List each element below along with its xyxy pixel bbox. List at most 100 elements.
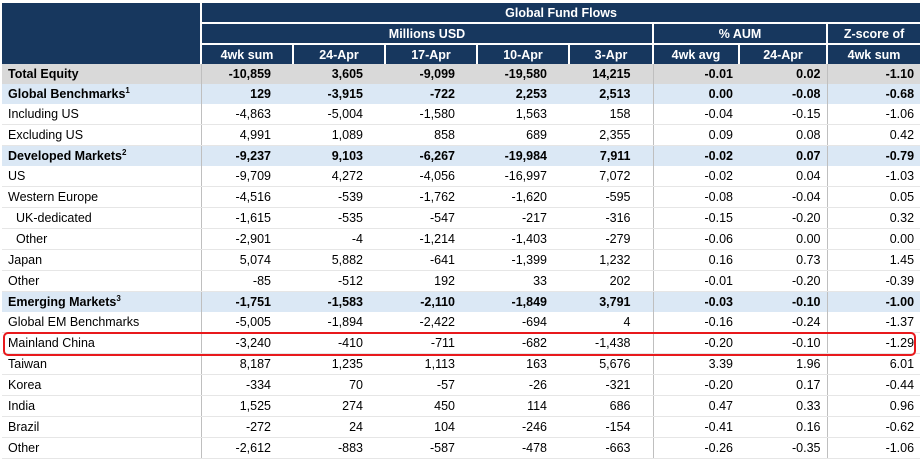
table-cell: -0.02 <box>653 145 739 166</box>
table-cell: -2,110 <box>385 291 477 312</box>
row-label-text: Japan <box>8 253 43 267</box>
col-header: 10-Apr <box>477 44 570 64</box>
table-cell: -1.06 <box>827 437 921 459</box>
col-header: 3-Apr <box>569 44 654 64</box>
table-cell: 4 <box>569 312 654 333</box>
col-header: 17-Apr <box>385 44 478 64</box>
table-cell: -641 <box>385 249 477 271</box>
row-label: Emerging Markets3 <box>2 291 202 312</box>
table-cell: -1.00 <box>827 291 921 312</box>
row-label-text: Western Europe <box>8 190 99 204</box>
table-cell: 3.39 <box>653 353 739 375</box>
table-cell: 274 <box>293 395 385 417</box>
table-cell: -0.10 <box>739 332 828 354</box>
row-label-text: Total Equity <box>8 67 79 81</box>
table-cell: -4 <box>293 228 385 250</box>
table-cell: 3,791 <box>569 291 654 312</box>
row-label-text: Global Benchmarks <box>8 87 126 101</box>
table-cell: -57 <box>385 374 477 396</box>
group-aum: % AUM <box>653 23 828 45</box>
table-cell: 0.08 <box>739 124 828 146</box>
table-cell: -1,399 <box>477 249 569 271</box>
table-cell: -694 <box>477 312 569 333</box>
table-cell: -0.20 <box>653 332 739 354</box>
group-millions-usd: Millions USD <box>201 23 654 45</box>
table-cell: 7,072 <box>569 166 654 187</box>
col-header: 4wk sum <box>827 44 921 64</box>
table-cell: -4,056 <box>385 166 477 187</box>
table-cell: 0.00 <box>827 228 921 250</box>
row-label: Developed Markets2 <box>2 145 202 166</box>
table-cell: 0.16 <box>739 416 828 438</box>
table-cell: -883 <box>293 437 385 459</box>
table-cell: 0.96 <box>827 395 921 417</box>
table-cell: -1,214 <box>385 228 477 250</box>
row-label: Western Europe <box>2 186 202 208</box>
table-cell: 33 <box>477 270 569 292</box>
table-cell: -272 <box>201 416 293 438</box>
table-cell: -587 <box>385 437 477 459</box>
table-cell: -0.39 <box>827 270 921 292</box>
table-cell: 104 <box>385 416 477 438</box>
table-cell: -1,580 <box>385 104 477 125</box>
table-cell: 689 <box>477 124 569 146</box>
table-cell: -4,516 <box>201 186 293 208</box>
table-cell: -0.10 <box>739 291 828 312</box>
table-cell: 0.05 <box>827 186 921 208</box>
table-cell: 0.73 <box>739 249 828 271</box>
table-cell: 158 <box>569 104 654 125</box>
table-cell: -1,894 <box>293 312 385 333</box>
table-cell: -0.04 <box>739 186 828 208</box>
table-cell: 1,563 <box>477 104 569 125</box>
table-cell: -10,859 <box>201 64 293 84</box>
row-label: US <box>2 166 202 187</box>
row-label: Japan <box>2 249 202 271</box>
table-cell: -26 <box>477 374 569 396</box>
row-label-text: Mainland China <box>8 336 95 350</box>
row-label: Other <box>2 228 202 250</box>
row-label: UK-dedicated <box>2 207 202 229</box>
table-cell: -6,267 <box>385 145 477 166</box>
table-cell: -3,915 <box>293 84 385 104</box>
table-cell: 0.07 <box>739 145 828 166</box>
table-cell: -0.01 <box>653 270 739 292</box>
table-cell: 163 <box>477 353 569 375</box>
table-cell: -0.08 <box>739 84 828 104</box>
table-cell: 129 <box>201 84 293 104</box>
row-label-text: Taiwan <box>8 357 47 371</box>
table-cell: -0.79 <box>827 145 921 166</box>
table-cell: -217 <box>477 207 569 229</box>
table-cell: 1,235 <box>293 353 385 375</box>
col-header: 24-Apr <box>739 44 828 64</box>
table-cell: -663 <box>569 437 654 459</box>
table-row: Korea -334 70 -57 -26 -321 -0.20 0.17 -0.44 <box>2 374 921 396</box>
table-row: Excluding US 4,991 1,089 858 689 2,355 0.09 0.0… <box>2 124 921 146</box>
row-label-text: India <box>8 399 36 413</box>
table-cell: 192 <box>385 270 477 292</box>
footnote-marker: 3 <box>116 293 121 303</box>
table-cell: 114 <box>477 395 569 417</box>
table-cell: -547 <box>385 207 477 229</box>
table-cell: 0.02 <box>739 64 828 84</box>
row-label: Excluding US <box>2 124 202 146</box>
table-cell: -722 <box>385 84 477 104</box>
table-cell: -5,004 <box>293 104 385 125</box>
table-cell: -682 <box>477 332 569 354</box>
col-header: 4wk sum <box>201 44 294 64</box>
table-cell: -0.62 <box>827 416 921 438</box>
table-cell: -85 <box>201 270 293 292</box>
group-zscore: Z-score of <box>827 23 921 45</box>
table-cell: -1.29 <box>827 332 921 354</box>
table-cell: -410 <box>293 332 385 354</box>
table-cell: -9,237 <box>201 145 293 166</box>
row-label-text: Excluding US <box>8 128 84 142</box>
row-label-text: Brazil <box>8 420 40 434</box>
table-cell: 0.09 <box>653 124 739 146</box>
header-corner <box>2 3 202 64</box>
highlight-box-mainland-china <box>3 331 916 356</box>
table-row: Emerging Markets3 -1,751 -1,583 -2,110 -1,84… <box>2 291 921 312</box>
table-cell: 5,074 <box>201 249 293 271</box>
table-cell: -0.02 <box>653 166 739 187</box>
table-cell: 70 <box>293 374 385 396</box>
table-cell: 1.96 <box>739 353 828 375</box>
